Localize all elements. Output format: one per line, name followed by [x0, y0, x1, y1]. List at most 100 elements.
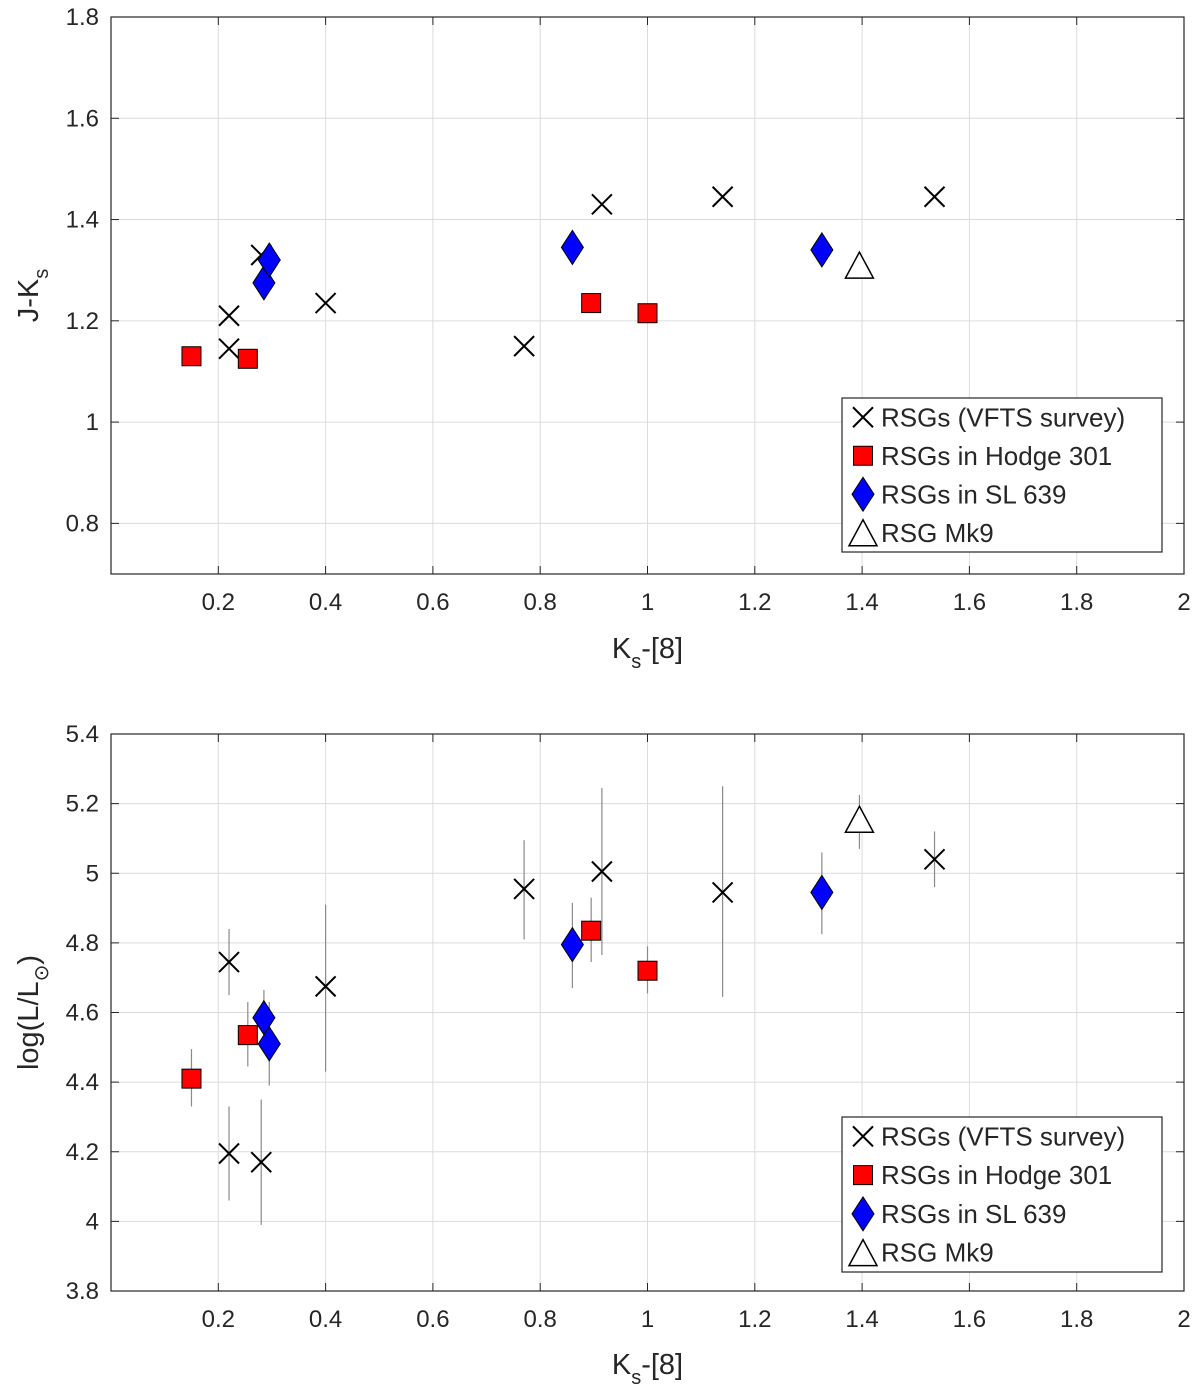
y-tick-label: 4.8 [66, 930, 99, 957]
series-triangle [844, 804, 875, 834]
data-point-square [637, 303, 658, 324]
y-tick-label: 5.2 [66, 791, 99, 818]
y-tick-label: 4.2 [66, 1139, 99, 1166]
data-point-x [591, 860, 613, 883]
y-tick-label: 1.8 [66, 4, 99, 31]
legend-label: RSGs (VFTS survey) [881, 402, 1125, 432]
data-point-square [637, 960, 658, 981]
x-tick-label: 1.6 [953, 1306, 986, 1333]
legend-marker-x [852, 406, 874, 428]
legend-marker-diamond [851, 1195, 875, 1232]
data-point-x [218, 305, 240, 327]
data-point-x [923, 848, 946, 871]
legend-box [841, 397, 1163, 553]
legend-marker-triangle [847, 518, 879, 547]
y-axis-label: log(L/L⊙) [13, 955, 53, 1070]
x-tick-label: 1.8 [1060, 589, 1093, 616]
y-tick-label: 1.2 [66, 308, 99, 335]
data-point-x [218, 1142, 240, 1165]
x-tick-label: 1.8 [1060, 1306, 1093, 1333]
y-tick-label: 1.6 [66, 105, 99, 132]
y-tick-label: 5 [86, 860, 99, 887]
data-point-x [314, 975, 337, 998]
x-tick-label: 1.4 [845, 1306, 878, 1333]
x-axis-label: Ks-[8] [612, 633, 683, 673]
data-point-square [581, 293, 602, 314]
x-tick-label: 0.8 [524, 589, 557, 616]
legend-marker-square [853, 1165, 873, 1186]
x-tick-label: 1.4 [845, 589, 878, 616]
tick-labels: 0.2 0.4 0.6 0.8 1 1.2 1.4 1.6 1.8 2 0.8 1 1.2 1.4 1.6 1… [66, 4, 1191, 616]
data-point-diamond [560, 926, 584, 963]
data-point-x [711, 186, 734, 208]
chart-1: 0.2 0.4 0.6 0.8 1 1.2 1.4 1.6 1.8 2 0.8 1 1.2 1.4 1.6 1… [13, 4, 1191, 673]
x-tick-label: 1.6 [953, 589, 986, 616]
chart-2: 0.2 0.4 0.6 0.8 1 1.2 1.4 1.6 1.8 2 3.8 4 4.2 4.4 4.6 4… [13, 721, 1191, 1389]
legend-marker-diamond [851, 476, 875, 513]
y-tick-label: 0.8 [66, 510, 99, 537]
y-tick-label: 4.6 [66, 1000, 99, 1027]
y-tick-label: 1 [86, 409, 99, 436]
x-tick-label: 0.2 [202, 589, 235, 616]
series-x [218, 848, 946, 1173]
data-point-diamond [257, 242, 281, 278]
x-tick-label: 1.2 [738, 589, 771, 616]
data-point-diamond [257, 1025, 281, 1062]
y-tick-label: 1.4 [66, 207, 99, 234]
series-square [181, 293, 658, 369]
legend-label: RSGs in SL 639 [881, 1199, 1066, 1229]
x-tick-label: 0.6 [416, 1306, 449, 1333]
legend-marker-x [852, 1125, 874, 1148]
legend: RSGs (VFTS survey) RSGs in Hodge 301 RSGs … [841, 397, 1163, 553]
legend-label: RSGs in SL 639 [881, 479, 1066, 509]
data-points [181, 186, 946, 369]
x-tick-label: 0.2 [202, 1306, 235, 1333]
data-point-x [591, 193, 613, 216]
series-square [181, 920, 658, 1089]
legend-box [841, 1116, 1163, 1273]
x-tick-label: 2 [1177, 1306, 1190, 1333]
series-diamond [252, 229, 834, 301]
series-x [218, 186, 946, 360]
y-tick-label: 5.4 [66, 721, 99, 748]
data-point-triangle [844, 804, 875, 834]
legend-label: RSG Mk9 [881, 518, 994, 548]
data-point-square [181, 1068, 202, 1089]
legend-marker-triangle [847, 1238, 879, 1267]
legend-label: RSGs in Hodge 301 [881, 441, 1112, 471]
data-point-x [218, 337, 240, 360]
y-tick-label: 3.8 [66, 1278, 99, 1305]
y-axis-label: J-Ks [13, 269, 53, 323]
x-tick-label: 2 [1177, 589, 1190, 616]
data-point-x [314, 292, 337, 314]
x-tick-label: 1 [641, 1306, 654, 1333]
legend: RSGs (VFTS survey) RSGs in Hodge 301 RSGs … [841, 1116, 1163, 1273]
data-point-diamond [810, 232, 834, 268]
data-point-square [237, 348, 258, 369]
legend-marker-square [853, 445, 873, 466]
y-tick-label: 4.4 [66, 1069, 99, 1096]
x-axis-label: Ks-[8] [612, 1349, 683, 1389]
data-point-x [218, 951, 240, 973]
data-point-x [513, 878, 535, 900]
data-point-x [513, 335, 535, 357]
data-point-x [711, 881, 734, 904]
x-tick-label: 0.4 [309, 589, 342, 616]
data-point-diamond [560, 229, 584, 266]
data-point-x [923, 186, 946, 208]
data-point-diamond [810, 874, 834, 911]
data-point-triangle [844, 250, 875, 279]
y-tick-label: 4 [86, 1208, 99, 1235]
legend-label: RSGs (VFTS survey) [881, 1121, 1125, 1151]
x-tick-label: 1.2 [738, 1306, 771, 1333]
legend-label: RSG Mk9 [881, 1238, 994, 1268]
legend-label: RSGs in Hodge 301 [881, 1160, 1112, 1190]
data-point-square [237, 1025, 258, 1046]
tick-labels: 0.2 0.4 0.6 0.8 1 1.2 1.4 1.6 1.8 2 3.8 4 4.2 4.4 4.6 4… [66, 721, 1191, 1333]
data-point-square [581, 920, 602, 941]
data-point-square [181, 346, 202, 367]
error-bars [190, 786, 936, 1225]
data-points [181, 804, 946, 1173]
series-diamond [252, 874, 834, 1062]
